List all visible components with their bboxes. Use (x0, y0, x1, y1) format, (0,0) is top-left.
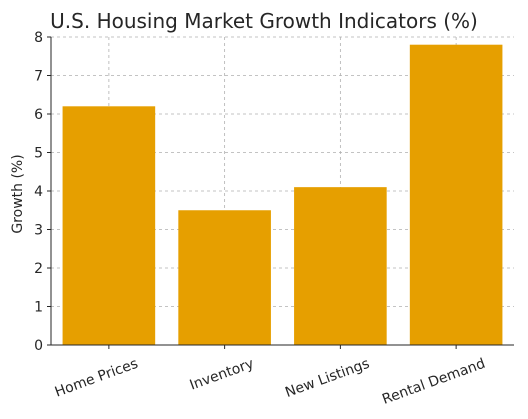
y-tick-label: 2 (34, 261, 43, 277)
y-tick-label: 3 (34, 223, 43, 239)
y-tick-label: 4 (34, 184, 43, 200)
x-tick-label: Rental Demand (380, 356, 487, 408)
bar (62, 106, 156, 345)
bar (409, 44, 503, 345)
y-tick-label: 5 (34, 146, 43, 162)
y-tick-label: 6 (34, 107, 43, 123)
axes (47, 36, 514, 349)
bars (62, 44, 503, 345)
y-tick-label: 1 (34, 300, 43, 316)
bar (294, 187, 387, 345)
y-axis-label: Growth (%) (10, 154, 26, 233)
y-tick-labels: 0 1 2 3 4 5 6 7 8 (34, 30, 43, 354)
x-tick-labels: Home Prices Inventory New Listings Rental D… (53, 356, 488, 408)
x-tick-label: Inventory (188, 356, 256, 394)
bar (178, 210, 271, 345)
x-tick-label: Home Prices (53, 356, 140, 401)
y-tick-label: 7 (34, 69, 43, 85)
chart-title: U.S. Housing Market Growth Indicators (%… (50, 9, 478, 33)
x-tick-label: New Listings (283, 356, 372, 401)
y-tick-label: 8 (34, 30, 43, 46)
y-tick-label: 0 (34, 338, 43, 354)
